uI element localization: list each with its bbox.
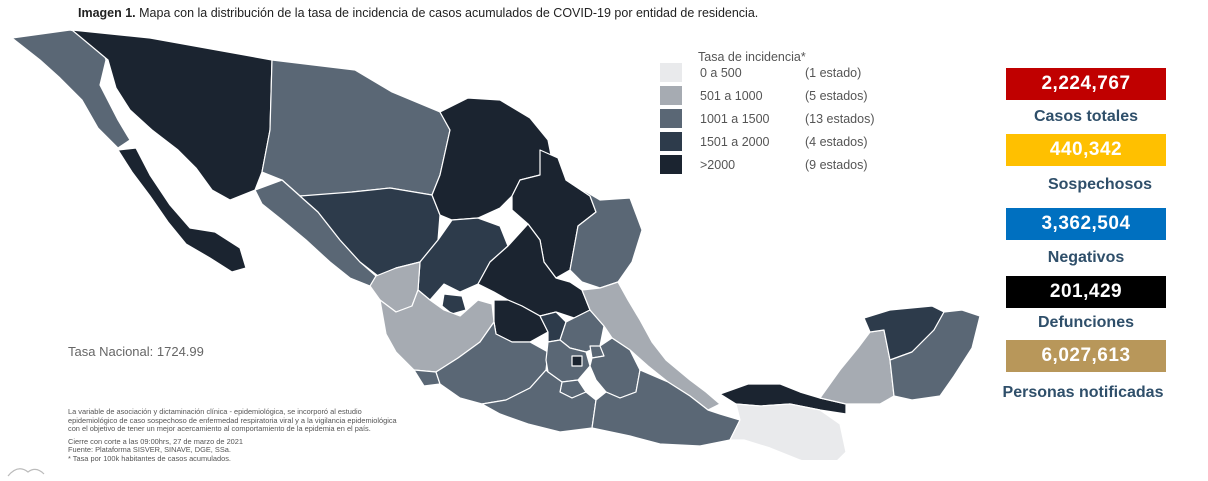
stat-casos-totales-label: Casos totales (1033, 108, 1139, 125)
note-line: epidemiológico de caso sospechoso de enf… (68, 415, 397, 425)
note-line: Fuente: Plataforma SISVER, SINAVE, DGE, … (68, 445, 231, 455)
legend-count: (1 estado) (805, 66, 862, 80)
state-aguascalientes[interactable] (441, 293, 467, 315)
legend-swatch (660, 132, 682, 151)
stat-personas-notificadas-label: Personas notificadas (1002, 384, 1164, 401)
state-oaxaca[interactable] (591, 369, 741, 447)
tasa-nacional: Tasa Nacional: 1724.99 (68, 344, 204, 359)
stat-negativos-label: Negativos (1047, 249, 1125, 266)
state-mexico[interactable] (545, 339, 591, 383)
figure-title: Imagen 1. Mapa con la distribución de la… (78, 6, 758, 20)
stat-defunciones-label: Defunciones (1037, 314, 1134, 331)
legend-item: >2000 (9 estados) (660, 155, 920, 175)
stat-casos-totales-value: 2,224,767 (1006, 68, 1166, 100)
legend-range: 1001 a 1500 (700, 112, 770, 126)
mexico-incidence-map (11, 29, 980, 460)
note-line: * Tasa por 100k habitantes de casos acum… (68, 453, 231, 463)
legend-range: 1501 a 2000 (700, 135, 770, 149)
note-line: La variable de asociación y dictaminació… (68, 407, 362, 416)
legend-count: (5 estados) (805, 89, 868, 103)
state-guerrero[interactable] (481, 369, 597, 433)
stat-defunciones-value: 201,429 (1006, 276, 1166, 308)
legend-count: (4 estados) (805, 135, 868, 149)
stat-sospechosos-label: Sospechosos (1047, 176, 1153, 193)
logo-icon (7, 468, 45, 477)
legend-range: >2000 (700, 158, 736, 172)
legend-range: 0 a 500 (700, 66, 742, 80)
note-line: con el objetivo de tener un mejor acerca… (68, 424, 371, 434)
state-jalisco[interactable] (379, 289, 495, 373)
stat-personas-notificadas-value: 6,027,613 (1006, 340, 1166, 372)
state-campeche[interactable] (819, 329, 895, 405)
legend-count: (9 estados) (805, 158, 868, 172)
state-quintana-roo[interactable] (889, 309, 980, 401)
stat-sospechosos-value: 440,342 (1006, 134, 1166, 166)
footnotes: La variable de asociación y dictaminació… (68, 407, 588, 464)
state-chihuahua[interactable] (261, 59, 451, 197)
figure-title-bold: Imagen 1. (78, 6, 136, 20)
legend-swatch (660, 86, 682, 105)
legend-swatch (660, 63, 682, 82)
legend-swatch (660, 155, 682, 174)
legend-item: 1001 a 1500 (13 estados) (660, 109, 920, 129)
legend-item: 0 a 500 (1 estado) (660, 63, 920, 83)
state-tamaulipas[interactable] (565, 179, 643, 289)
state-cdmx[interactable] (571, 355, 583, 367)
legend-swatch (660, 109, 682, 128)
note-line: Cierre con corte a las 09:00hrs, 27 de m… (68, 436, 244, 446)
figure-title-text: Mapa con la distribución de la tasa de i… (135, 6, 759, 20)
legend-count: (13 estados) (805, 112, 875, 126)
legend-range: 501 a 1000 (700, 89, 763, 103)
legend-item: 1501 a 2000 (4 estados) (660, 132, 920, 152)
state-chiapas[interactable] (729, 403, 847, 460)
legend-item: 501 a 1000 (5 estados) (660, 86, 920, 106)
state-baja-california-sur[interactable] (117, 147, 247, 273)
stat-negativos-value: 3,362,504 (1006, 208, 1166, 240)
legend-title: Tasa de incidencia* (698, 50, 806, 64)
